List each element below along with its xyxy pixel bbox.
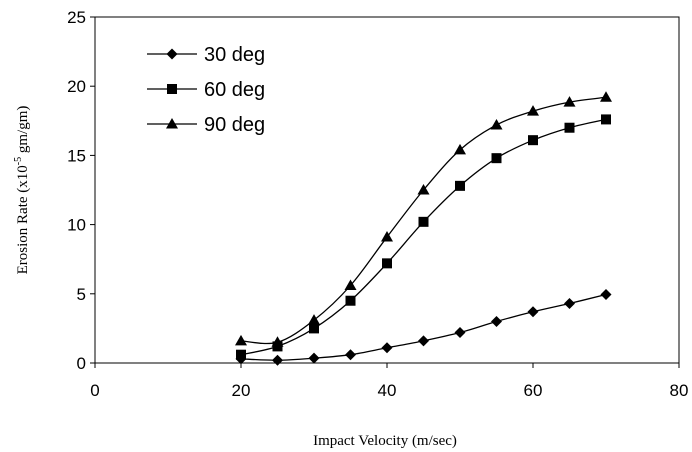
- y-axis-title-prefix: Erosion Rate (x10: [15, 165, 31, 274]
- x-tick-label: 0: [90, 381, 99, 400]
- legend: 30 deg 60 deg 90 deg: [147, 44, 265, 136]
- data-point-90-deg: [563, 96, 576, 107]
- legend-marker-90-deg: [166, 118, 178, 129]
- data-point-90-deg: [271, 336, 284, 347]
- data-point-30-deg: [454, 327, 466, 339]
- series-layer: [235, 91, 612, 366]
- ticks-layer: 0 5 10 15 20 25 0 20 40 60 80: [67, 8, 688, 400]
- data-point-90-deg: [454, 143, 466, 155]
- y-axis-title: Erosion Rate (x10-5 gm/gm): [13, 106, 31, 275]
- data-point-60-deg: [491, 153, 502, 164]
- data-point-30-deg: [527, 306, 539, 318]
- data-point-90-deg: [600, 91, 612, 102]
- data-point-90-deg: [381, 231, 393, 242]
- y-tick-label: 0: [77, 354, 86, 373]
- data-point-90-deg: [235, 334, 247, 346]
- data-point-30-deg: [381, 342, 393, 354]
- data-point-60-deg: [528, 135, 538, 146]
- data-point-30-deg: [308, 352, 320, 364]
- data-point-30-deg: [491, 315, 502, 327]
- data-point-30-deg: [272, 354, 283, 366]
- data-point-60-deg: [418, 216, 429, 227]
- data-point-60-deg: [455, 180, 465, 191]
- data-point-30-deg: [418, 335, 429, 347]
- y-tick-label: 25: [67, 8, 86, 27]
- series-60-deg: [236, 114, 611, 360]
- legend-label-90-deg: 90 deg: [204, 114, 265, 136]
- data-point-60-deg: [345, 295, 356, 306]
- data-point-60-deg: [601, 114, 611, 125]
- data-point-90-deg: [417, 184, 430, 195]
- plot-border: [94, 16, 680, 364]
- data-point-60-deg: [382, 258, 392, 269]
- legend-marker-30-deg: [166, 48, 178, 60]
- y-tick-label: 10: [67, 216, 86, 235]
- y-axis-title-exponent: -5: [13, 157, 24, 165]
- series-90-deg: [235, 91, 612, 347]
- series-line-30-deg: [240, 293, 607, 361]
- x-tick-label: 80: [670, 381, 689, 400]
- legend-marker-60-deg: [167, 84, 177, 94]
- legend-item-30-deg: 30 deg: [147, 44, 265, 66]
- y-tick-label: 5: [77, 285, 86, 304]
- plot-area: [94, 16, 680, 364]
- data-point-60-deg: [309, 323, 319, 334]
- series-line-60-deg: [240, 118, 607, 356]
- data-point-90-deg: [308, 314, 320, 325]
- x-tick-label: 60: [524, 381, 543, 400]
- data-point-30-deg: [345, 349, 356, 361]
- legend-label-60-deg: 60 deg: [204, 79, 265, 101]
- data-point-60-deg: [564, 122, 575, 133]
- legend-item-60-deg: 60 deg: [147, 79, 265, 101]
- data-point-30-deg: [600, 288, 612, 300]
- data-point-90-deg: [344, 279, 357, 290]
- x-tick-label: 20: [232, 381, 251, 400]
- y-tick-label: 20: [67, 77, 86, 96]
- legend-label-30-deg: 30 deg: [204, 44, 265, 66]
- legend-item-90-deg: 90 deg: [147, 114, 265, 136]
- series-30-deg: [235, 288, 612, 366]
- x-tick-label: 40: [378, 381, 397, 400]
- data-point-90-deg: [490, 118, 503, 130]
- data-point-90-deg: [527, 105, 539, 116]
- data-point-30-deg: [564, 297, 575, 309]
- data-point-60-deg: [236, 349, 246, 360]
- y-tick-label: 15: [67, 146, 86, 165]
- x-axis-title: Impact Velocity (m/sec): [313, 433, 457, 449]
- y-axis-title-suffix: gm/gm): [15, 106, 31, 157]
